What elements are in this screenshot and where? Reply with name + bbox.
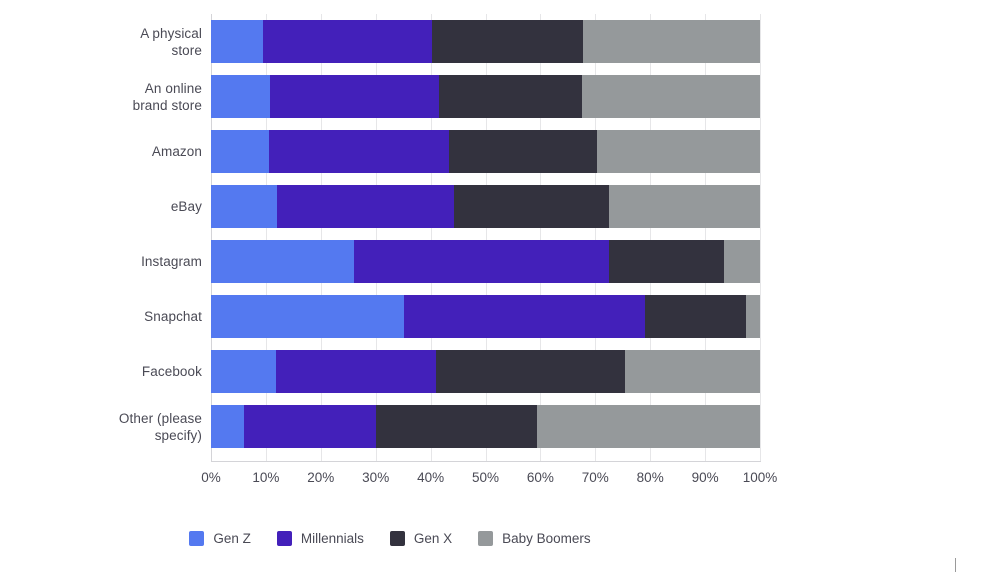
x-tick-label: 20% (307, 470, 335, 485)
stacked-bar[interactable] (211, 130, 760, 173)
bar-segment-millennials[interactable] (276, 185, 455, 228)
legend-label: Gen Z (213, 531, 251, 546)
bar-row: Other (please specify) (0, 399, 780, 454)
category-label: An online brand store (132, 80, 202, 113)
bar-segment-millennials[interactable] (270, 75, 440, 118)
stacked-bar[interactable] (211, 350, 760, 393)
stacked-bar[interactable] (211, 20, 760, 63)
bar-segment-baby-boomers[interactable] (625, 350, 760, 393)
legend-item-baby-boomers[interactable]: Baby Boomers (478, 531, 591, 546)
stacked-bar[interactable] (211, 185, 760, 228)
bar-segment-gen-x[interactable] (448, 130, 597, 173)
category-label: Amazon (151, 144, 202, 159)
bar-segment-gen-z[interactable] (211, 240, 354, 283)
legend-item-gen-x[interactable]: Gen X (389, 531, 453, 546)
bar-segment-baby-boomers[interactable] (536, 405, 760, 448)
bar-track (211, 124, 760, 179)
stacked-bar[interactable] (211, 405, 760, 448)
legend-swatch-icon (478, 531, 494, 546)
legend-label: Baby Boomers (502, 531, 591, 546)
x-tick-label: 60% (526, 470, 554, 485)
legend-swatch-icon (389, 531, 405, 546)
bar-segment-baby-boomers[interactable] (724, 240, 760, 283)
bar-segment-gen-x[interactable] (439, 75, 583, 118)
bar-segment-millennials[interactable] (263, 20, 433, 63)
bar-segment-gen-x[interactable] (454, 185, 609, 228)
bar-row: An online brand store (0, 69, 780, 124)
chart-legend: Gen Z Millennials Gen X Baby Boomers (0, 531, 780, 546)
bar-segment-gen-x[interactable] (609, 240, 725, 283)
bar-row: A physical store (0, 14, 780, 69)
legend-item-gen-z[interactable]: Gen Z (189, 531, 251, 546)
bar-segment-baby-boomers[interactable] (582, 75, 760, 118)
bar-track (211, 234, 760, 289)
bar-track (211, 399, 760, 454)
plot-area: A physical store An online brand store Ama… (0, 14, 780, 494)
x-tick-label: 70% (581, 470, 609, 485)
bar-row: Instagram (0, 234, 780, 289)
category-label: Snapchat (144, 309, 202, 324)
bar-segment-baby-boomers[interactable] (596, 130, 760, 173)
bar-segment-millennials[interactable] (404, 295, 645, 338)
bar-segment-gen-z[interactable] (211, 405, 244, 448)
bar-segment-baby-boomers[interactable] (583, 20, 760, 63)
bar-row: Snapchat (0, 289, 780, 344)
x-tick-label: 40% (417, 470, 445, 485)
bar-segment-gen-z[interactable] (211, 295, 405, 338)
x-axis-tick-labels: 0% 10% 20% 30% 40% 50% 60% 70% 80% 90% 100% (201, 470, 777, 494)
bar-segment-baby-boomers[interactable] (609, 185, 760, 228)
legend-item-millennials[interactable]: Millennials (276, 531, 364, 546)
bar-segment-baby-boomers[interactable] (746, 295, 760, 338)
stacked-bar[interactable] (211, 75, 760, 118)
category-label: Facebook (141, 364, 202, 379)
bar-segment-gen-x[interactable] (644, 295, 747, 338)
category-label: eBay (170, 199, 202, 214)
x-tick-label: 90% (691, 470, 719, 485)
bar-segment-millennials[interactable] (275, 350, 437, 393)
category-label: Instagram (141, 254, 202, 269)
bar-segment-millennials[interactable] (269, 130, 449, 173)
bar-track (211, 69, 760, 124)
legend-swatch-icon (276, 531, 292, 546)
x-tick-label: 80% (636, 470, 664, 485)
bar-track (211, 179, 760, 234)
bar-segment-gen-z[interactable] (211, 350, 276, 393)
bar-segment-millennials[interactable] (353, 240, 610, 283)
bar-row: eBay (0, 179, 780, 234)
category-label: A physical store (140, 25, 202, 58)
x-tick-label: 10% (252, 470, 280, 485)
x-tick-label: 0% (201, 470, 221, 485)
legend-label: Millennials (300, 531, 364, 546)
bar-row: Amazon (0, 124, 780, 179)
bar-track (211, 14, 760, 69)
bar-track (211, 289, 760, 344)
bar-track (211, 344, 760, 399)
category-label: Other (please specify) (118, 410, 202, 443)
x-tick-label: 50% (471, 470, 500, 485)
stacked-bar[interactable] (211, 240, 760, 283)
bar-segment-gen-z[interactable] (211, 75, 271, 118)
bar-segment-gen-z[interactable] (211, 185, 277, 228)
x-tick-label: 30% (362, 470, 390, 485)
bar-segment-millennials[interactable] (243, 405, 376, 448)
bar-segment-gen-x[interactable] (375, 405, 537, 448)
x-axis-line (211, 461, 761, 462)
bar-rows: A physical store An online brand store Ama… (0, 14, 780, 454)
bar-segment-gen-z[interactable] (211, 130, 270, 173)
bar-segment-gen-z[interactable] (211, 20, 264, 63)
x-tick-label: 100% (742, 470, 778, 485)
legend-swatch-icon (189, 531, 205, 546)
bar-segment-gen-x[interactable] (432, 20, 584, 63)
legend-label: Gen X (413, 531, 453, 546)
bar-segment-gen-x[interactable] (436, 350, 626, 393)
text-cursor-artifact (955, 558, 956, 572)
stacked-bar[interactable] (211, 295, 760, 338)
bar-row: Facebook (0, 344, 780, 399)
